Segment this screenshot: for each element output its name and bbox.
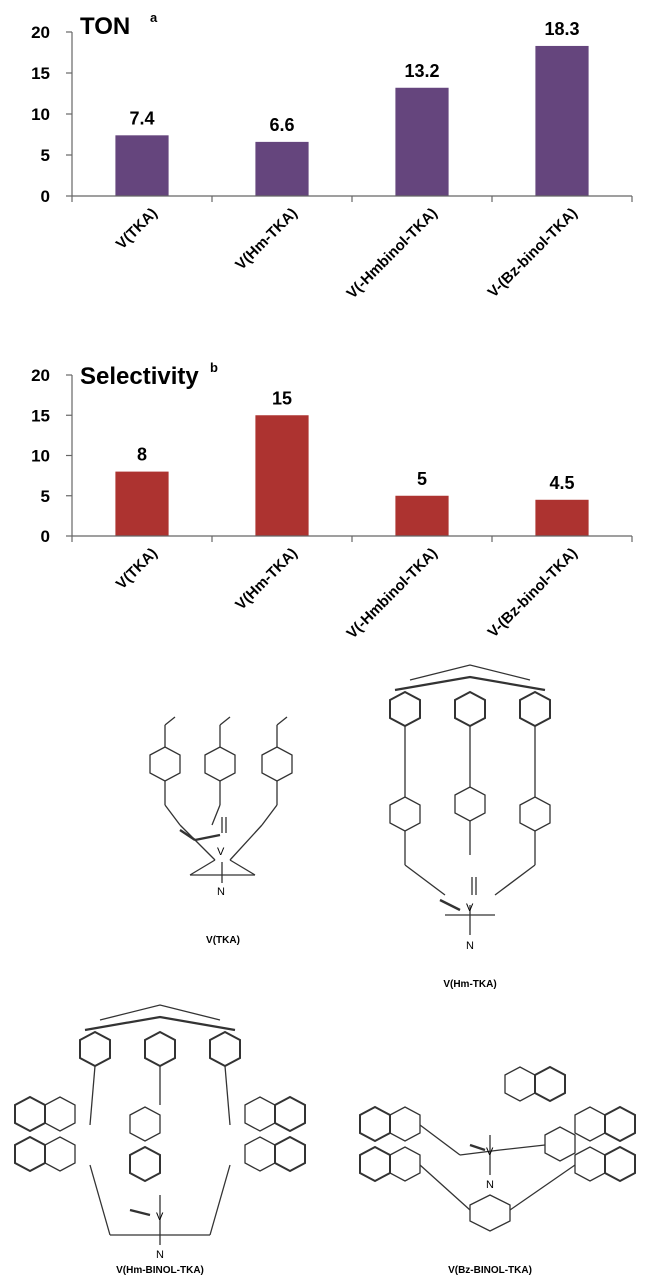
nitrogen-label: N <box>486 1179 494 1191</box>
structure-v-tka: V N <box>149 716 293 898</box>
y-tick-label: 5 <box>41 146 50 165</box>
vanadium-label: V <box>486 1146 494 1158</box>
vanadium-label: V <box>466 902 474 914</box>
chart-title-superscript: b <box>210 360 218 375</box>
data-label: 4.5 <box>549 473 574 493</box>
structure-v-bz-binol-tka: V N <box>359 1065 636 1232</box>
data-label: 8 <box>137 445 147 465</box>
structure-label-v-hm-binol-tka: V(Hm-BINOL-TKA) <box>116 1265 204 1275</box>
y-tick-label: 10 <box>31 447 50 466</box>
ton-chart: TON a 7.4 6.6 13.2 18.3 0 5 10 15 20 V(TKA) V(Hm-… <box>31 10 633 300</box>
bars: 8 15 5 4.5 <box>115 388 589 536</box>
bars: 7.4 6.6 13.2 18.3 <box>115 19 589 196</box>
category-label: V(TKA) <box>113 205 161 253</box>
y-tick-label: 15 <box>31 406 50 425</box>
data-label: 15 <box>272 388 292 408</box>
category-label: V(-Hmbinol-TKA) <box>343 545 440 640</box>
selectivity-chart: Selectivity b 8 15 5 4.5 0 5 10 15 20 V(TKA) V(Hm… <box>31 360 633 640</box>
category-label: V(TKA) <box>113 545 161 593</box>
vanadium-label: V <box>156 1211 164 1223</box>
bar <box>535 499 589 536</box>
chart-title-superscript: a <box>150 10 158 25</box>
y-tick-label: 10 <box>31 105 50 124</box>
bar <box>115 471 169 536</box>
y-tick-label: 20 <box>31 23 50 42</box>
data-label: 13.2 <box>404 61 439 81</box>
bar <box>395 495 449 536</box>
y-tick-label: 15 <box>31 64 50 83</box>
nitrogen-label: N <box>156 1249 164 1261</box>
chart-title: TON <box>80 13 130 40</box>
structure-label-v-hm-tka: V(Hm-TKA) <box>443 979 496 990</box>
vanadium-label: V <box>217 846 225 858</box>
y-tick-label: 0 <box>41 527 50 546</box>
structure-v-hm-binol-tka: V N <box>14 1004 306 1261</box>
nitrogen-label: N <box>466 940 474 952</box>
y-tick-label: 5 <box>41 487 50 506</box>
category-label: V(Hm-TKA) <box>232 205 301 274</box>
y-tick-label: 0 <box>41 187 50 206</box>
chart-title: Selectivity <box>80 363 199 390</box>
structure-label-v-tka: V(TKA) <box>206 935 240 946</box>
category-label: V(-Hmbinol-TKA) <box>343 205 440 300</box>
bar <box>255 415 309 536</box>
nitrogen-label: N <box>217 886 225 898</box>
category-label: V(Hm-TKA) <box>232 545 301 614</box>
bar <box>535 45 589 196</box>
structure-label-v-bz-binol-tka: V(Bz-BINOL-TKA) <box>448 1265 532 1275</box>
chemical-structures: V N V(TKA) V N V(Hm-TKA) <box>14 664 636 1275</box>
data-label: 18.3 <box>544 19 579 39</box>
category-label: V-(Bz-binol-TKA) <box>485 205 581 300</box>
y-tick-label: 20 <box>31 366 50 385</box>
data-label: 6.6 <box>269 115 294 135</box>
structure-v-hm-tka: V N <box>389 664 551 952</box>
category-label: V-(Bz-binol-TKA) <box>485 545 581 640</box>
bar <box>115 135 169 196</box>
bar <box>255 141 309 196</box>
bar <box>395 87 449 196</box>
data-label: 5 <box>417 469 427 489</box>
data-label: 7.4 <box>129 108 154 128</box>
